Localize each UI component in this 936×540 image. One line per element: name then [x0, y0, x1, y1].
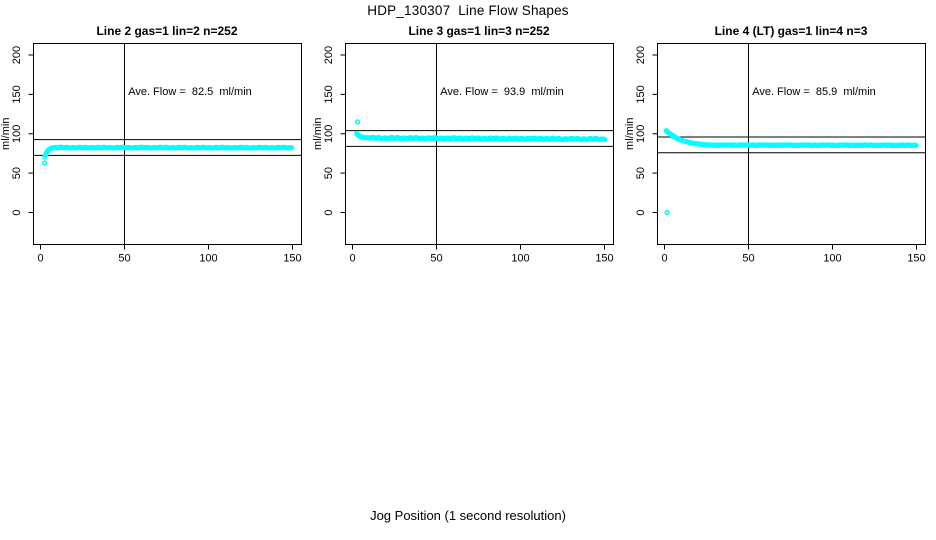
ave-flow-label: Ave. Flow = 82.5 ml/min	[128, 86, 252, 98]
x-tick-label: 100	[199, 253, 217, 265]
panel-title: Line 4 (LT) gas=1 lin=4 n=3	[714, 24, 868, 38]
panel-svg-2: 0 50 100 150 0 50 100 150 200 ml/min	[312, 43, 614, 265]
panel-svg-1: 0 50 100 150 0 50 100 150 200 ml/min	[0, 43, 302, 265]
data-point	[664, 209, 670, 216]
y-tick-label: 200	[323, 46, 335, 64]
x-axis-label: Jog Position (1 second resolution)	[370, 508, 566, 523]
x-tick-label: 150	[595, 253, 613, 265]
x-tick-label: 50	[430, 253, 442, 265]
x-tick-label: 150	[907, 253, 925, 265]
y-tick-label: 200	[11, 46, 23, 64]
panel-title: Line 2 gas=1 lin=2 n=252	[96, 24, 238, 38]
points-layer	[354, 119, 608, 143]
y-axis-label: ml/min	[0, 118, 12, 150]
chart-panel-line-2: 0 50 100 150 0 50 100 150 200 ml/min Line 2 gas=1…	[0, 0, 312, 270]
data-point	[354, 119, 361, 125]
plot-box	[345, 43, 614, 245]
x-tick-label: 0	[349, 253, 355, 265]
plot-box	[33, 43, 302, 245]
x-tick-label: 100	[511, 253, 529, 265]
plot-box	[657, 43, 926, 245]
y-tick-label: 100	[11, 125, 23, 143]
x-tick-label: 0	[661, 253, 667, 265]
y-tick-label: 200	[635, 46, 647, 64]
y-tick-label: 150	[635, 85, 647, 103]
data-point	[41, 160, 48, 166]
y-tick-label: 0	[323, 209, 335, 215]
ave-flow-label: Ave. Flow = 85.9 ml/min	[752, 86, 876, 98]
x-tick-label: 0	[37, 253, 43, 265]
data-point	[601, 136, 608, 143]
x-tick-label: 150	[283, 253, 301, 265]
y-tick-label: 50	[323, 167, 335, 179]
y-tick-label: 100	[635, 125, 647, 143]
data-point	[913, 142, 919, 149]
points-layer	[663, 128, 919, 216]
panel-title: Line 3 gas=1 lin=3 n=252	[408, 24, 550, 38]
chart-panel-line-3: 0 50 100 150 0 50 100 150 200 ml/min Line 3 gas=1…	[312, 0, 624, 270]
x-tick-label: 50	[118, 253, 130, 265]
x-tick-label: 50	[742, 253, 754, 265]
y-tick-label: 50	[11, 167, 23, 179]
y-tick-label: 50	[635, 167, 647, 179]
y-axis-label: ml/min	[312, 118, 324, 150]
points-layer	[41, 144, 295, 166]
panel-svg-3: 0 50 100 150 0 50 100 150 200 ml/min	[624, 43, 926, 265]
page-title: HDP_130307 Line Flow Shapes	[367, 3, 569, 18]
data-point	[288, 145, 295, 151]
ave-flow-label: Ave. Flow = 93.9 ml/min	[440, 86, 564, 98]
y-tick-label: 150	[323, 85, 335, 103]
y-tick-label: 100	[323, 125, 335, 143]
y-axis-label: ml/min	[624, 118, 636, 150]
chart-panel-line-4: 0 50 100 150 0 50 100 150 200 ml/min Line 4 (LT) …	[624, 0, 936, 270]
x-tick-label: 100	[823, 253, 841, 265]
y-tick-label: 0	[635, 209, 647, 215]
y-tick-label: 150	[11, 85, 23, 103]
y-tick-label: 0	[11, 209, 23, 215]
